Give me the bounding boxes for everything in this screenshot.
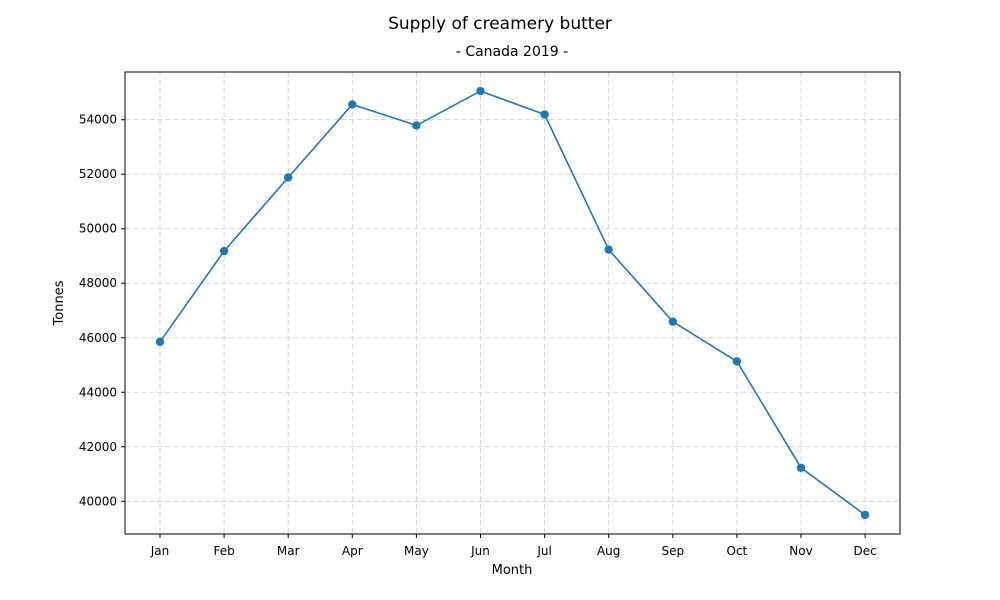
data-point bbox=[219, 246, 229, 256]
x-tick-label: Apr bbox=[342, 544, 363, 558]
x-tick-label: Jul bbox=[536, 544, 551, 558]
data-point bbox=[540, 110, 549, 119]
x-tick-label: Jun bbox=[470, 544, 490, 558]
y-tick-label: 48000 bbox=[79, 276, 117, 290]
data-point bbox=[604, 245, 613, 254]
y-tick-label: 40000 bbox=[79, 494, 117, 508]
x-tick-label: Mar bbox=[277, 544, 300, 558]
data-point bbox=[668, 317, 677, 326]
y-tick-label: 46000 bbox=[79, 331, 117, 345]
x-tick-label: Dec bbox=[853, 544, 876, 558]
x-tick-label: Aug bbox=[597, 544, 620, 558]
x-tick-label: Sep bbox=[661, 544, 684, 558]
series-line bbox=[159, 90, 866, 516]
y-axis-label: Tonnes bbox=[52, 280, 67, 326]
grid-lines bbox=[125, 72, 900, 534]
axis-ticks: Jan Feb Mar Apr May Jun Jul Aug Sep Oct Nov Dec 4000… bbox=[79, 113, 877, 558]
x-tick-label: Nov bbox=[789, 544, 812, 558]
plot-frame bbox=[124, 71, 901, 535]
chart-title: Supply of creamery butter bbox=[388, 14, 612, 34]
x-axis-label: Month bbox=[492, 563, 533, 578]
x-tick-label: Jan bbox=[150, 544, 170, 558]
y-tick-label: 54000 bbox=[79, 113, 117, 127]
chart-subtitle: - Canada 2019 - bbox=[455, 44, 569, 60]
y-tick-label: 44000 bbox=[79, 385, 117, 399]
y-tick-label: 50000 bbox=[79, 222, 117, 236]
x-tick-label: Feb bbox=[213, 544, 234, 558]
x-tick-label: May bbox=[404, 544, 429, 558]
data-point bbox=[284, 173, 293, 182]
data-point bbox=[860, 510, 870, 520]
y-tick-label: 52000 bbox=[79, 167, 117, 181]
data-point bbox=[348, 100, 357, 109]
data-point bbox=[732, 357, 742, 366]
data-point bbox=[412, 121, 421, 130]
data-point bbox=[155, 337, 165, 347]
data-point bbox=[476, 86, 485, 96]
y-tick-label: 42000 bbox=[79, 440, 117, 454]
x-tick-label: Oct bbox=[727, 544, 748, 558]
series-layer bbox=[155, 86, 870, 520]
data-point bbox=[796, 463, 806, 472]
